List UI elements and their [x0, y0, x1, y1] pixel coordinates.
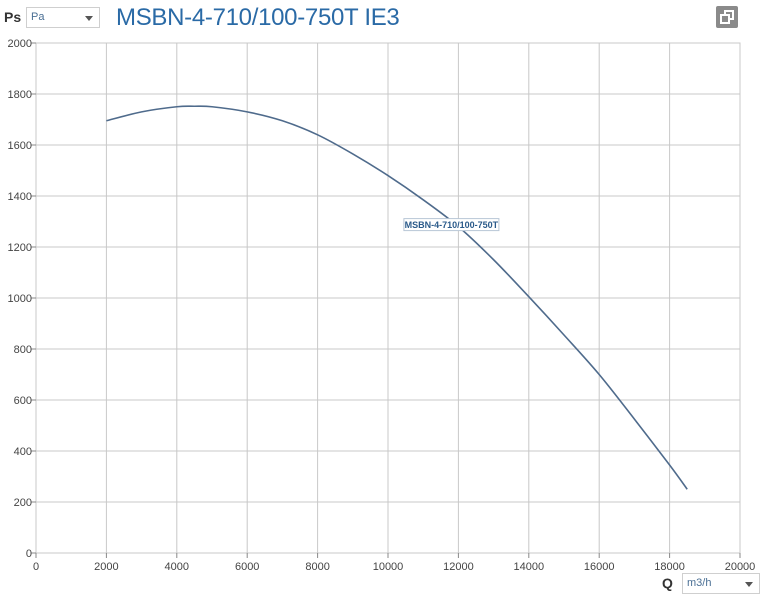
series-label-box: [403, 218, 500, 232]
x-axis-ticks: 0 2000 4000 6000 8000 10000 12000 14000 16000 180…: [33, 553, 755, 573]
grid: [35, 42, 741, 554]
y-tick-label: 800: [14, 344, 32, 356]
series-line: [106, 105, 688, 490]
x-axis-quantity-label: Q: [662, 575, 673, 591]
x-tick-label: 2000: [94, 561, 118, 573]
y-tick-label: 1200: [8, 242, 32, 254]
x-tick-label: 0: [33, 561, 39, 573]
series-layer: MSBN-4-710/100-750T: [106, 105, 688, 490]
x-tick-label: 6000: [235, 561, 259, 573]
y-tick-label: 400: [14, 446, 32, 458]
x-tick-label: 16000: [584, 561, 615, 573]
y-tick-label: 600: [14, 395, 32, 407]
y-tick-label: 1400: [8, 191, 32, 203]
x-tick-label: 4000: [165, 561, 189, 573]
y-tick-label: 1000: [8, 293, 32, 305]
copy-icon-back: [720, 14, 730, 24]
y-tick-label: 1600: [8, 140, 32, 152]
chart-title: MSBN-4-710/100-750T IE3: [116, 4, 400, 31]
x-unit-select[interactable]: m3/h: [682, 573, 760, 594]
y-tick-label: 200: [14, 497, 32, 509]
x-tick-label: 12000: [443, 561, 474, 573]
x-tick-label: 8000: [305, 561, 329, 573]
chevron-down-icon: [85, 16, 93, 21]
y-axis-quantity-label: Ps: [4, 9, 22, 25]
copy-button[interactable]: [716, 6, 738, 28]
x-unit-value: m3/h: [687, 577, 712, 589]
y-tick-label: 2000: [8, 38, 32, 50]
y-unit-value: Pa: [31, 11, 45, 23]
x-tick-label: 18000: [654, 561, 685, 573]
x-tick-label: 14000: [514, 561, 545, 573]
x-tick-label: 10000: [373, 561, 404, 573]
y-tick-label: 1800: [8, 89, 32, 101]
x-tick-label: 20000: [725, 561, 756, 573]
series-label: MSBN-4-710/100-750T: [403, 218, 500, 232]
y-axis-ticks: 0 200 400 600 800 1000 1200 1400 1600 1800 2000: [8, 38, 36, 560]
series-label-text: MSBN-4-710/100-750T: [405, 220, 499, 230]
y-tick-label: 0: [26, 548, 32, 560]
chevron-down-icon: [745, 582, 753, 587]
y-unit-select[interactable]: Pa: [26, 7, 100, 28]
